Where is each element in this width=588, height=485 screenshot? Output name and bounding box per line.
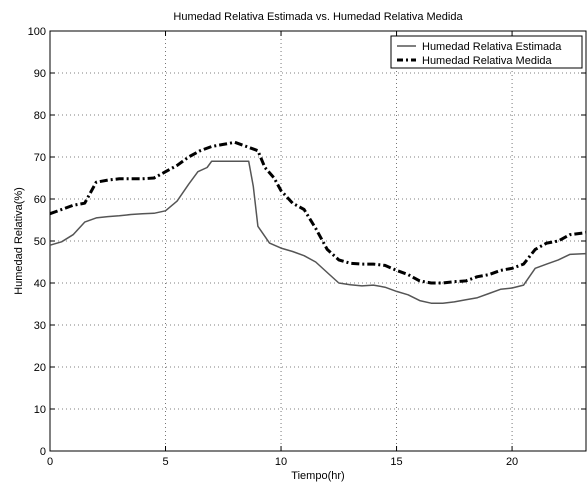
x-tick-label: 15: [390, 456, 402, 468]
y-tick-label: 10: [34, 404, 46, 416]
legend: Humedad Relativa Estimada Humedad Relati…: [390, 35, 583, 69]
y-tick-label: 0: [40, 446, 46, 458]
legend-label-medida: Humedad Relativa Medida: [422, 55, 553, 67]
axis-ticks: 0 10 20 30 40 50 60 70 80 90 100 0 5 10 15 20: [28, 26, 586, 468]
y-tick-label: 80: [34, 110, 46, 122]
x-tick-label: 0: [47, 456, 53, 468]
y-tick-label: 70: [34, 152, 46, 164]
y-tick-label: 30: [34, 320, 46, 332]
y-tick-label: 50: [34, 236, 46, 248]
chart-title: Humedad Relativa Estimada vs. Humedad Re…: [173, 11, 463, 23]
y-tick-label: 40: [34, 278, 46, 290]
x-tick-label: 10: [275, 456, 287, 468]
y-axis-label: Humedad Relativa(%): [13, 187, 25, 295]
grid: [50, 31, 586, 451]
x-tick-label: 5: [162, 456, 168, 468]
x-tick-label: 20: [506, 456, 518, 468]
legend-box: [390, 35, 583, 69]
y-tick-label: 90: [34, 68, 46, 80]
y-tick-label: 60: [34, 194, 46, 206]
series-line-medida: [49, 140, 587, 285]
y-tick-label: 100: [28, 26, 46, 38]
x-axis-label: Tiempo(hr): [291, 470, 344, 482]
y-tick-label: 20: [34, 362, 46, 374]
series-line-estimada: [49, 160, 587, 304]
legend-label-estimada: Humedad Relativa Estimada: [422, 41, 562, 53]
series-layer: [49, 140, 587, 304]
